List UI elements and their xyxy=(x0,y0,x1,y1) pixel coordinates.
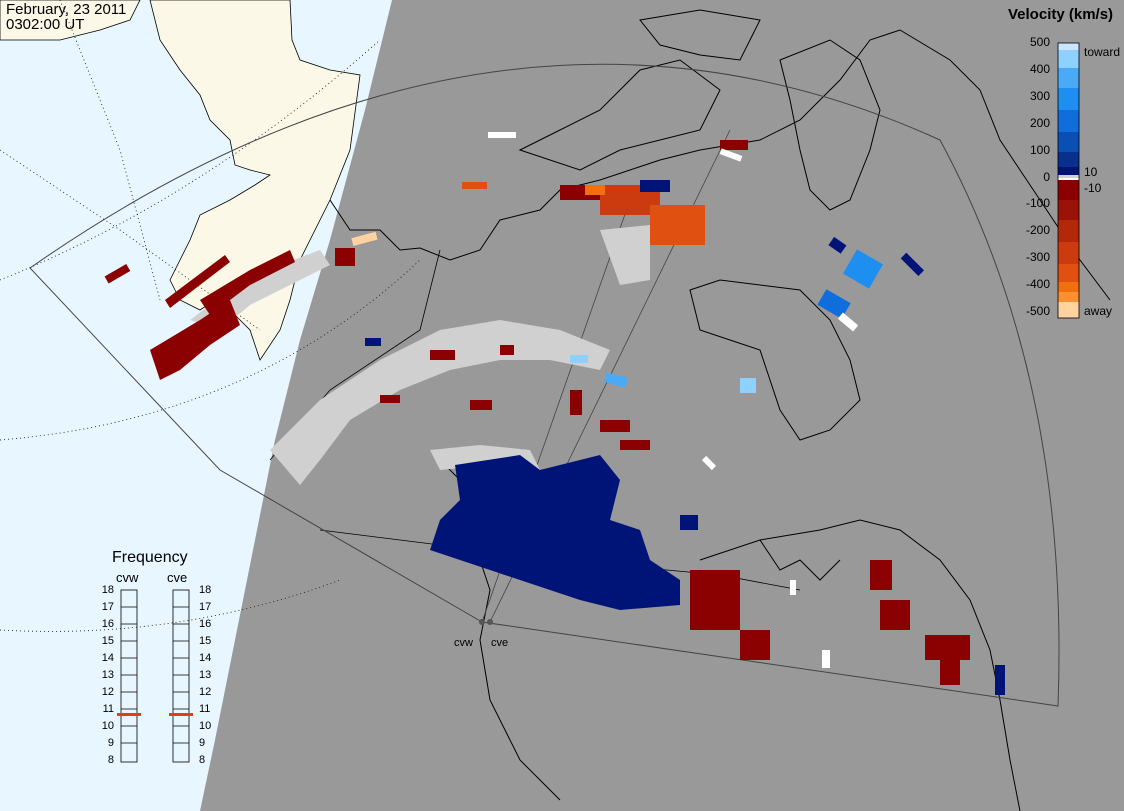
frequency-tick: 16 xyxy=(101,618,114,630)
frequency-radar-label-cve: cve xyxy=(167,570,188,585)
frequency-tick: 10 xyxy=(101,720,114,732)
away-scatter xyxy=(104,140,970,685)
time-label: 0302:00 UT xyxy=(6,16,85,33)
frequency-bars xyxy=(120,589,190,763)
colorbar-tick: -300 xyxy=(1025,250,1050,264)
colorbar-tick: -200 xyxy=(1025,223,1050,237)
radar-site-cvw xyxy=(479,619,485,625)
frequency-tick: 13 xyxy=(199,669,212,681)
frequency-tick: 17 xyxy=(199,601,212,613)
colorbar-tick: -100 xyxy=(1025,196,1050,210)
colorbar-tick: -400 xyxy=(1025,277,1050,291)
colorbar-tick: -500 xyxy=(1025,304,1050,318)
frequency-tick: 8 xyxy=(199,754,206,766)
frequency-tick: 9 xyxy=(107,737,114,749)
colorbar-tick: 300 xyxy=(1029,89,1050,103)
frequency-tick: 10 xyxy=(199,720,212,732)
day-land-siberia xyxy=(0,0,141,41)
frequency-tick: 15 xyxy=(101,635,114,647)
cve-frequency-marker xyxy=(169,713,193,716)
radar-label-cvw: cvw xyxy=(454,637,473,649)
radar-field-of-view xyxy=(29,63,1060,707)
toward-medium xyxy=(570,249,883,393)
colorbar-tick: 0 xyxy=(1043,170,1050,184)
frequency-tick: 14 xyxy=(199,652,212,664)
colorbar-title: Velocity (km/s) xyxy=(1008,6,1114,23)
frequency-radar-label-cvw: cvw xyxy=(116,570,139,585)
toward-scatter xyxy=(365,180,1005,695)
away-strong xyxy=(351,182,705,246)
frequency-tick: 18 xyxy=(199,584,212,596)
frequency-tick: 11 xyxy=(102,703,114,715)
colorbar-inner-tick: -10 xyxy=(1084,181,1102,195)
frequency-tick: 16 xyxy=(199,618,212,630)
colorbar-inner-tick: 10 xyxy=(1084,165,1098,179)
radar-label-cve: cve xyxy=(491,637,509,649)
frequency-tick: 18 xyxy=(101,584,114,596)
frequency-tick: 13 xyxy=(101,669,114,681)
velocity-colorbar xyxy=(1057,42,1080,319)
colorbar-tick: 200 xyxy=(1029,116,1050,130)
colorbar-tick: 500 xyxy=(1029,35,1050,49)
day-land-alaska xyxy=(149,0,361,361)
coastlines xyxy=(329,9,1111,811)
colorbar-tick: 400 xyxy=(1029,62,1050,76)
cvw-frequency-marker xyxy=(117,713,141,716)
date-label: February, 23 2011 xyxy=(6,1,127,18)
frequency-tick: 14 xyxy=(101,652,114,664)
frequency-tick: 11 xyxy=(199,703,211,715)
graticule xyxy=(0,0,421,632)
toward-label: toward xyxy=(1084,45,1121,59)
radar-site-cve xyxy=(487,619,493,625)
frequency-tick: 9 xyxy=(199,737,206,749)
zero-scatter xyxy=(488,132,859,668)
frequency-tick: 8 xyxy=(107,754,114,766)
frequency-title: Frequency xyxy=(112,549,188,566)
colorbar-tick: 100 xyxy=(1029,143,1050,157)
away-label: away xyxy=(1084,304,1113,318)
frequency-tick: 12 xyxy=(101,686,114,698)
frequency-tick: 15 xyxy=(199,635,212,647)
frequency-tick: 17 xyxy=(101,601,114,613)
frequency-tick: 12 xyxy=(199,686,212,698)
